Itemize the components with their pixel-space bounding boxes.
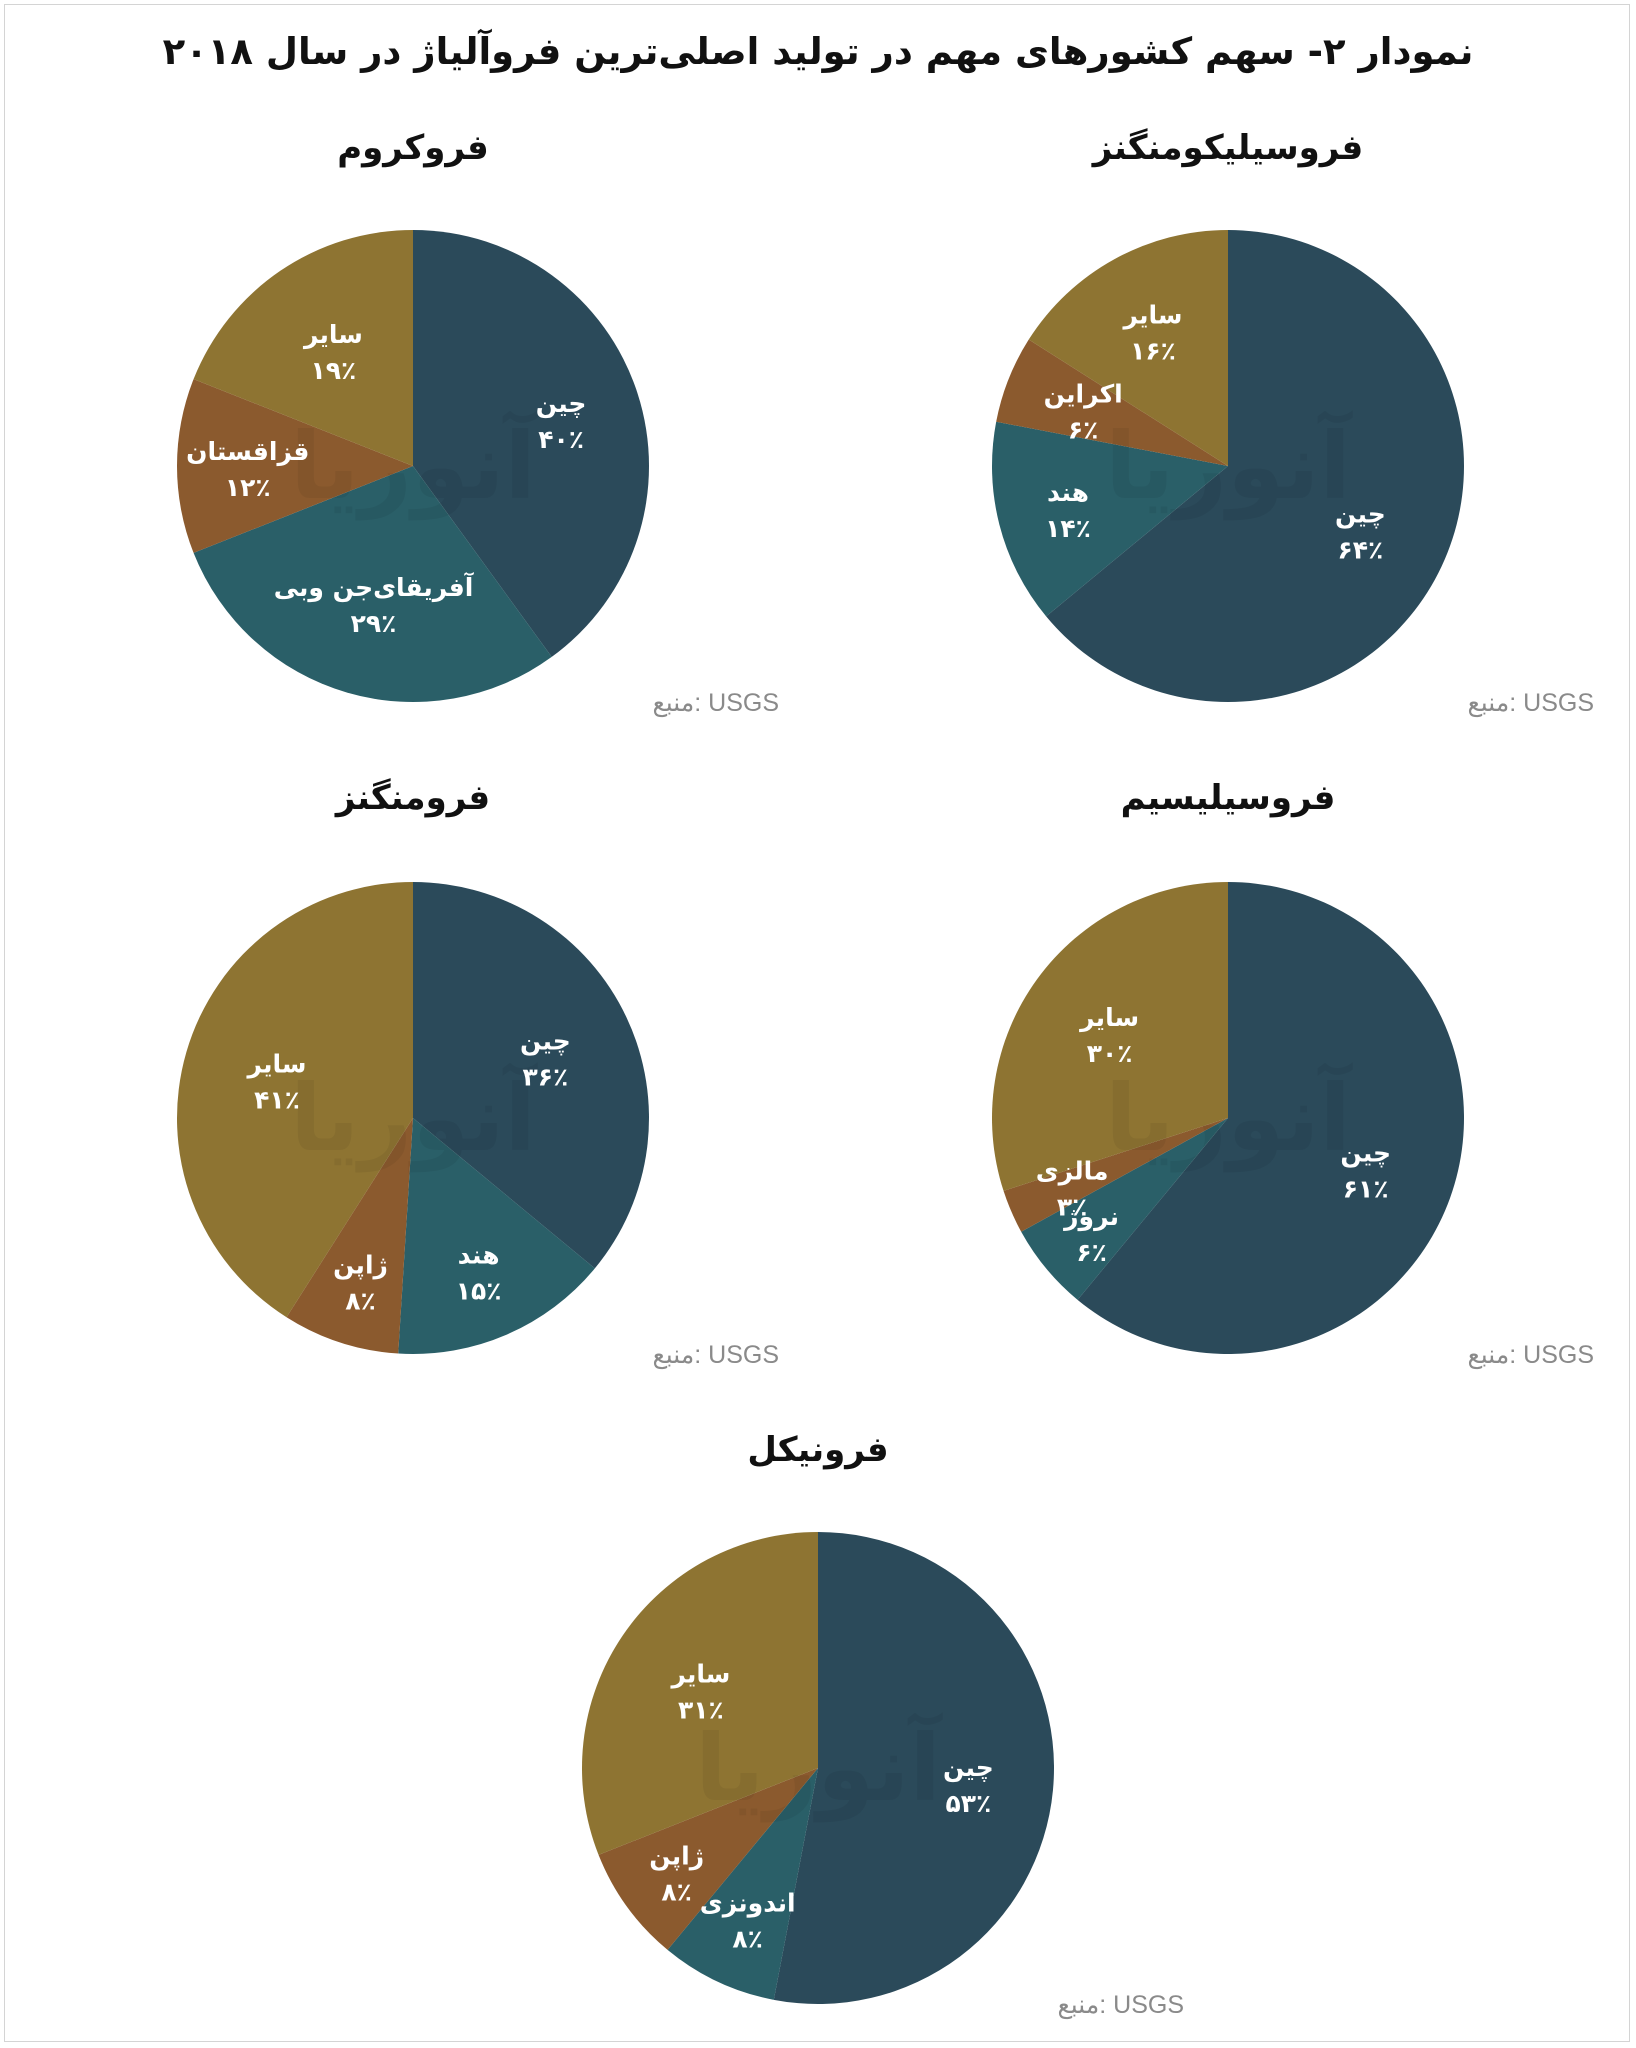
slice-label: اکراین xyxy=(1044,380,1123,410)
source-note: منبع: USGS xyxy=(1467,1341,1594,1369)
chart-title: فرومنگنز xyxy=(335,778,491,818)
slice-value-label: ۲۹٪ xyxy=(351,609,397,638)
slice-label: سایر xyxy=(669,1659,730,1689)
slice-label: قزاقستان xyxy=(186,437,309,467)
pie-slice xyxy=(992,421,1228,617)
pie-slice xyxy=(1003,1118,1228,1232)
pie-chart: آنوریا چین ۵۳٪ اندونزی ۸٪ ژاپن ۸٪ سایر ۳۱٪ xyxy=(581,1532,1055,2004)
slice-value-label: ۴۰٪ xyxy=(538,425,584,454)
source-note: منبع: USGS xyxy=(652,1341,779,1369)
pie-slice xyxy=(991,882,1228,1191)
chart-title: فروسیلیکومنگنز xyxy=(1092,128,1364,168)
slice-label: نروژ xyxy=(1062,1202,1119,1232)
slice-label: هند xyxy=(1047,478,1089,507)
pie-slice xyxy=(667,1768,818,2000)
pie-slice xyxy=(996,339,1228,466)
figure-title: نمودار ۲- سهم کشورهای مهم در تولید اصلی‌… xyxy=(162,30,1474,73)
pie-slice xyxy=(193,230,413,466)
pie-slice xyxy=(773,1532,1055,2004)
pie-slice xyxy=(176,882,413,1318)
figure-frame xyxy=(4,4,1630,2042)
slice-value-label: ۶٪ xyxy=(1068,416,1099,445)
slice-value-label: ۱۵٪ xyxy=(456,1277,502,1306)
slice-value-label: ۳۱٪ xyxy=(678,1695,724,1724)
watermark: آنوریا xyxy=(1105,1062,1353,1173)
watermark: آنوریا xyxy=(1105,410,1353,521)
pie-slice xyxy=(1077,882,1465,1354)
slice-value-label: ۳٪ xyxy=(1057,1193,1088,1222)
slice-label: ژاپن xyxy=(333,1251,388,1281)
slice-label: سایر xyxy=(246,1050,307,1080)
watermark: آنوریا xyxy=(290,1062,538,1173)
slice-label: چین xyxy=(1335,499,1386,529)
source-note: منبع: USGS xyxy=(1057,1991,1184,2019)
slice-value-label: ۱۶٪ xyxy=(1130,337,1176,366)
slice-label: چین xyxy=(943,1753,994,1783)
pie-slice xyxy=(1028,230,1228,466)
slice-label: اندونزی xyxy=(700,1889,796,1919)
pie-chart: آنوریا چین ۳۶٪ هند ۱۵٪ ژاپن ۸٪ سایر ۴۱٪ xyxy=(176,882,649,1354)
slice-value-label: ۱۹٪ xyxy=(311,356,357,385)
chart-title: فروسیلیسیم xyxy=(1120,778,1336,818)
slice-label: سایر xyxy=(302,320,363,350)
slice-value-label: ۸٪ xyxy=(732,1925,763,1954)
pie-slice xyxy=(1021,1118,1228,1300)
slice-value-label: ۱۴٪ xyxy=(1045,514,1091,543)
slice-value-label: ۸٪ xyxy=(345,1287,376,1316)
chart-title: فروکروم xyxy=(337,128,489,168)
slice-value-label: ۳۶٪ xyxy=(523,1063,569,1092)
slice-value-label: ۵۳٪ xyxy=(946,1789,992,1818)
pie-slice xyxy=(581,1532,818,1855)
chart-title: فرونیکل xyxy=(747,1430,889,1470)
slice-label: آفریقای‌جن وبی xyxy=(274,572,475,603)
source-note: منبع: USGS xyxy=(1467,689,1594,717)
slice-label: چین xyxy=(520,1027,571,1057)
slice-value-label: ۶۱٪ xyxy=(1343,1175,1389,1204)
pie-slice xyxy=(598,1768,818,1950)
pie-slice xyxy=(413,230,650,657)
slice-value-label: ۴۱٪ xyxy=(254,1086,300,1115)
pie-slice xyxy=(1046,230,1465,702)
slice-label: سایر xyxy=(1122,301,1183,331)
pie-slice xyxy=(193,466,552,703)
pie-slice xyxy=(398,1118,595,1354)
pie-slice xyxy=(176,379,413,553)
slice-value-label: ۶۴٪ xyxy=(1338,535,1384,564)
slice-value-label: ۱۲٪ xyxy=(225,473,271,502)
slice-label: چین xyxy=(536,389,587,419)
slice-label: هند xyxy=(458,1241,500,1270)
slice-label: سایر xyxy=(1078,1003,1139,1033)
slice-value-label: ۳۰٪ xyxy=(1087,1039,1133,1068)
slice-value-label: ۸٪ xyxy=(661,1878,692,1907)
pie-slice xyxy=(286,1118,413,1354)
watermark: آنوریا xyxy=(290,410,538,521)
watermark: آنوریا xyxy=(695,1712,943,1823)
source-note: منبع: USGS xyxy=(652,689,779,717)
slice-label: چین xyxy=(1340,1139,1391,1169)
pie-slice xyxy=(413,882,649,1269)
slice-value-label: ۶٪ xyxy=(1076,1238,1107,1267)
slice-label: مالزی xyxy=(1036,1157,1109,1187)
slice-label: ژاپن xyxy=(649,1842,704,1872)
